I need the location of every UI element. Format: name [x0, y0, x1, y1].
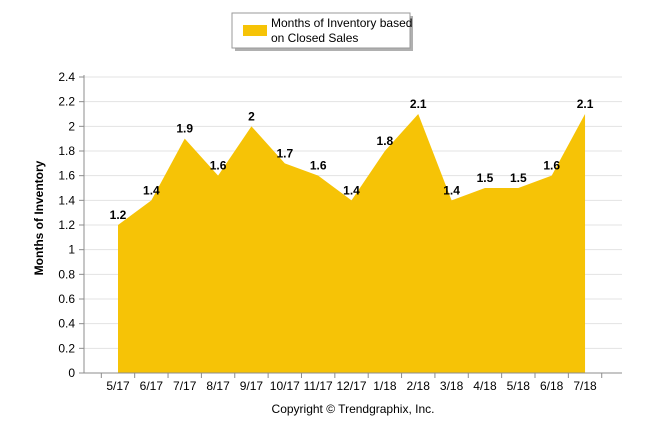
data-label: 2.1	[410, 97, 427, 111]
data-label: 2.1	[577, 97, 594, 111]
y-tick-label: 0.6	[58, 292, 75, 306]
data-label: 2	[248, 109, 255, 123]
x-tick-label: 10/17	[270, 379, 300, 393]
y-tick-label: 1.4	[58, 193, 75, 207]
x-tick-label: 7/17	[173, 379, 197, 393]
x-tick-label: 11/17	[304, 379, 333, 393]
x-tick-label: 7/18	[573, 379, 597, 393]
x-tick-label: 5/17	[106, 379, 130, 393]
x-tick-label: 9/17	[240, 379, 264, 393]
data-label: 1.2	[110, 208, 127, 222]
y-tick-label: 0	[68, 366, 75, 380]
y-tick-labels: 0 0.2 0.4 0.6 0.8 1 1.2 1.4 1.6 1.8 2 2.2 2.4	[58, 70, 75, 380]
y-tick-label: 0.2	[58, 341, 75, 355]
x-tick-labels: 5/17 6/17 7/17 8/17 9/17 10/17 11/17 12/17 1/18 2…	[106, 379, 597, 393]
x-tick-label: 12/17	[337, 379, 367, 393]
copyright-footer: Copyright © Trendgraphix, Inc.	[272, 402, 435, 416]
data-label: 1.7	[276, 146, 293, 160]
y-tick-label: 2	[68, 119, 75, 133]
y-tick-label: 1.2	[58, 218, 75, 232]
x-tick-label: 4/18	[473, 379, 497, 393]
data-label: 1.8	[377, 134, 394, 148]
data-label: 1.5	[477, 171, 494, 185]
data-label: 1.6	[310, 159, 327, 173]
x-tick-label: 8/17	[206, 379, 230, 393]
legend-label-line2: on Closed Sales	[271, 31, 358, 45]
y-tick-label: 2.2	[58, 95, 75, 109]
y-axis-label: Months of Inventory	[32, 160, 46, 275]
data-label: 1.4	[443, 183, 460, 197]
data-label: 1.4	[343, 183, 360, 197]
x-tick-label: 1/18	[373, 379, 397, 393]
y-tick-label: 2.4	[58, 70, 75, 84]
axes	[79, 75, 622, 378]
data-label: 1.6	[543, 159, 560, 173]
x-tick-label: 6/17	[140, 379, 164, 393]
x-tick-label: 2/18	[407, 379, 431, 393]
data-labels: 1.2 1.4 1.9 1.6 2 1.7 1.6 1.4 1.8 2.1 1.4 1.5 1.5 1.6…	[110, 97, 594, 222]
x-tick-label: 3/18	[440, 379, 464, 393]
x-tick-label: 6/18	[540, 379, 564, 393]
inventory-area-series	[118, 114, 586, 373]
data-label: 1.5	[510, 171, 527, 185]
legend: Months of Inventory based on Closed Sale…	[231, 12, 413, 51]
y-tick-label: 0.8	[58, 267, 75, 281]
data-label: 1.6	[210, 159, 227, 173]
legend-swatch	[243, 25, 267, 36]
y-tick-label: 1.6	[58, 169, 75, 183]
data-label: 1.4	[143, 183, 160, 197]
x-tick-label: 5/18	[507, 379, 531, 393]
data-label: 1.9	[176, 122, 193, 136]
y-tick-label: 1.8	[58, 144, 75, 158]
y-tick-label: 0.4	[58, 317, 75, 331]
legend-label-line1: Months of Inventory based	[271, 16, 412, 30]
y-tick-label: 1	[68, 243, 75, 257]
